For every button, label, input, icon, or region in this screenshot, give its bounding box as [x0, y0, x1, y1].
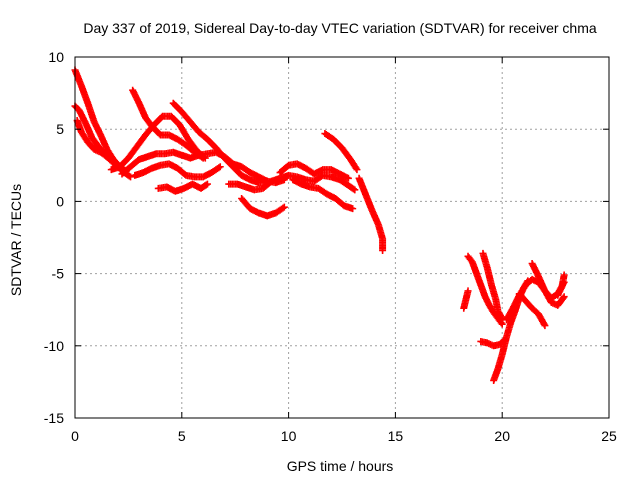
data-point — [497, 313, 505, 321]
grid — [75, 57, 609, 418]
y-tick-label: 0 — [56, 193, 64, 209]
data-point — [540, 320, 548, 328]
data-point — [279, 204, 287, 212]
x-tick-label: 15 — [388, 428, 404, 444]
y-tick-label: -15 — [44, 410, 64, 426]
data-point — [103, 153, 111, 161]
x-tick-label: 10 — [281, 428, 297, 444]
x-tick-label: 20 — [494, 428, 510, 444]
y-tick-label: 5 — [56, 121, 64, 137]
data-point — [560, 271, 568, 279]
chart-title: Day 337 of 2019, Sidereal Day-to-day VTE… — [83, 20, 596, 36]
data-point — [353, 166, 361, 174]
data-point — [350, 185, 358, 193]
x-axis-label: GPS time / hours — [287, 458, 394, 474]
y-tick-label: -10 — [44, 338, 64, 354]
y-axis-label: SDTVAR / TECUs — [8, 184, 24, 296]
data-point — [379, 246, 387, 254]
x-tick-label: 25 — [601, 428, 617, 444]
y-tick-label: 10 — [48, 49, 64, 65]
data-point — [280, 203, 288, 211]
data-points — [71, 66, 568, 384]
x-tick-label: 0 — [71, 428, 79, 444]
data-point — [560, 293, 568, 301]
data-point — [351, 186, 359, 194]
y-tick-label: -5 — [52, 266, 65, 282]
axis-ticks: 0 5 10 15 20 25 -15 -10 -5 0 5 10 — [44, 49, 617, 444]
data-point — [216, 163, 224, 171]
data-point — [559, 294, 567, 302]
data-point — [349, 205, 357, 213]
data-point — [215, 164, 223, 172]
data-point — [352, 164, 360, 172]
data-point — [202, 181, 210, 189]
data-point — [102, 152, 110, 160]
data-point — [464, 287, 472, 295]
x-tick-label: 5 — [178, 428, 186, 444]
data-point — [541, 322, 549, 330]
data-point — [127, 173, 135, 181]
plot-frame — [74, 56, 610, 419]
data-point — [344, 174, 352, 182]
data-point — [203, 180, 211, 188]
